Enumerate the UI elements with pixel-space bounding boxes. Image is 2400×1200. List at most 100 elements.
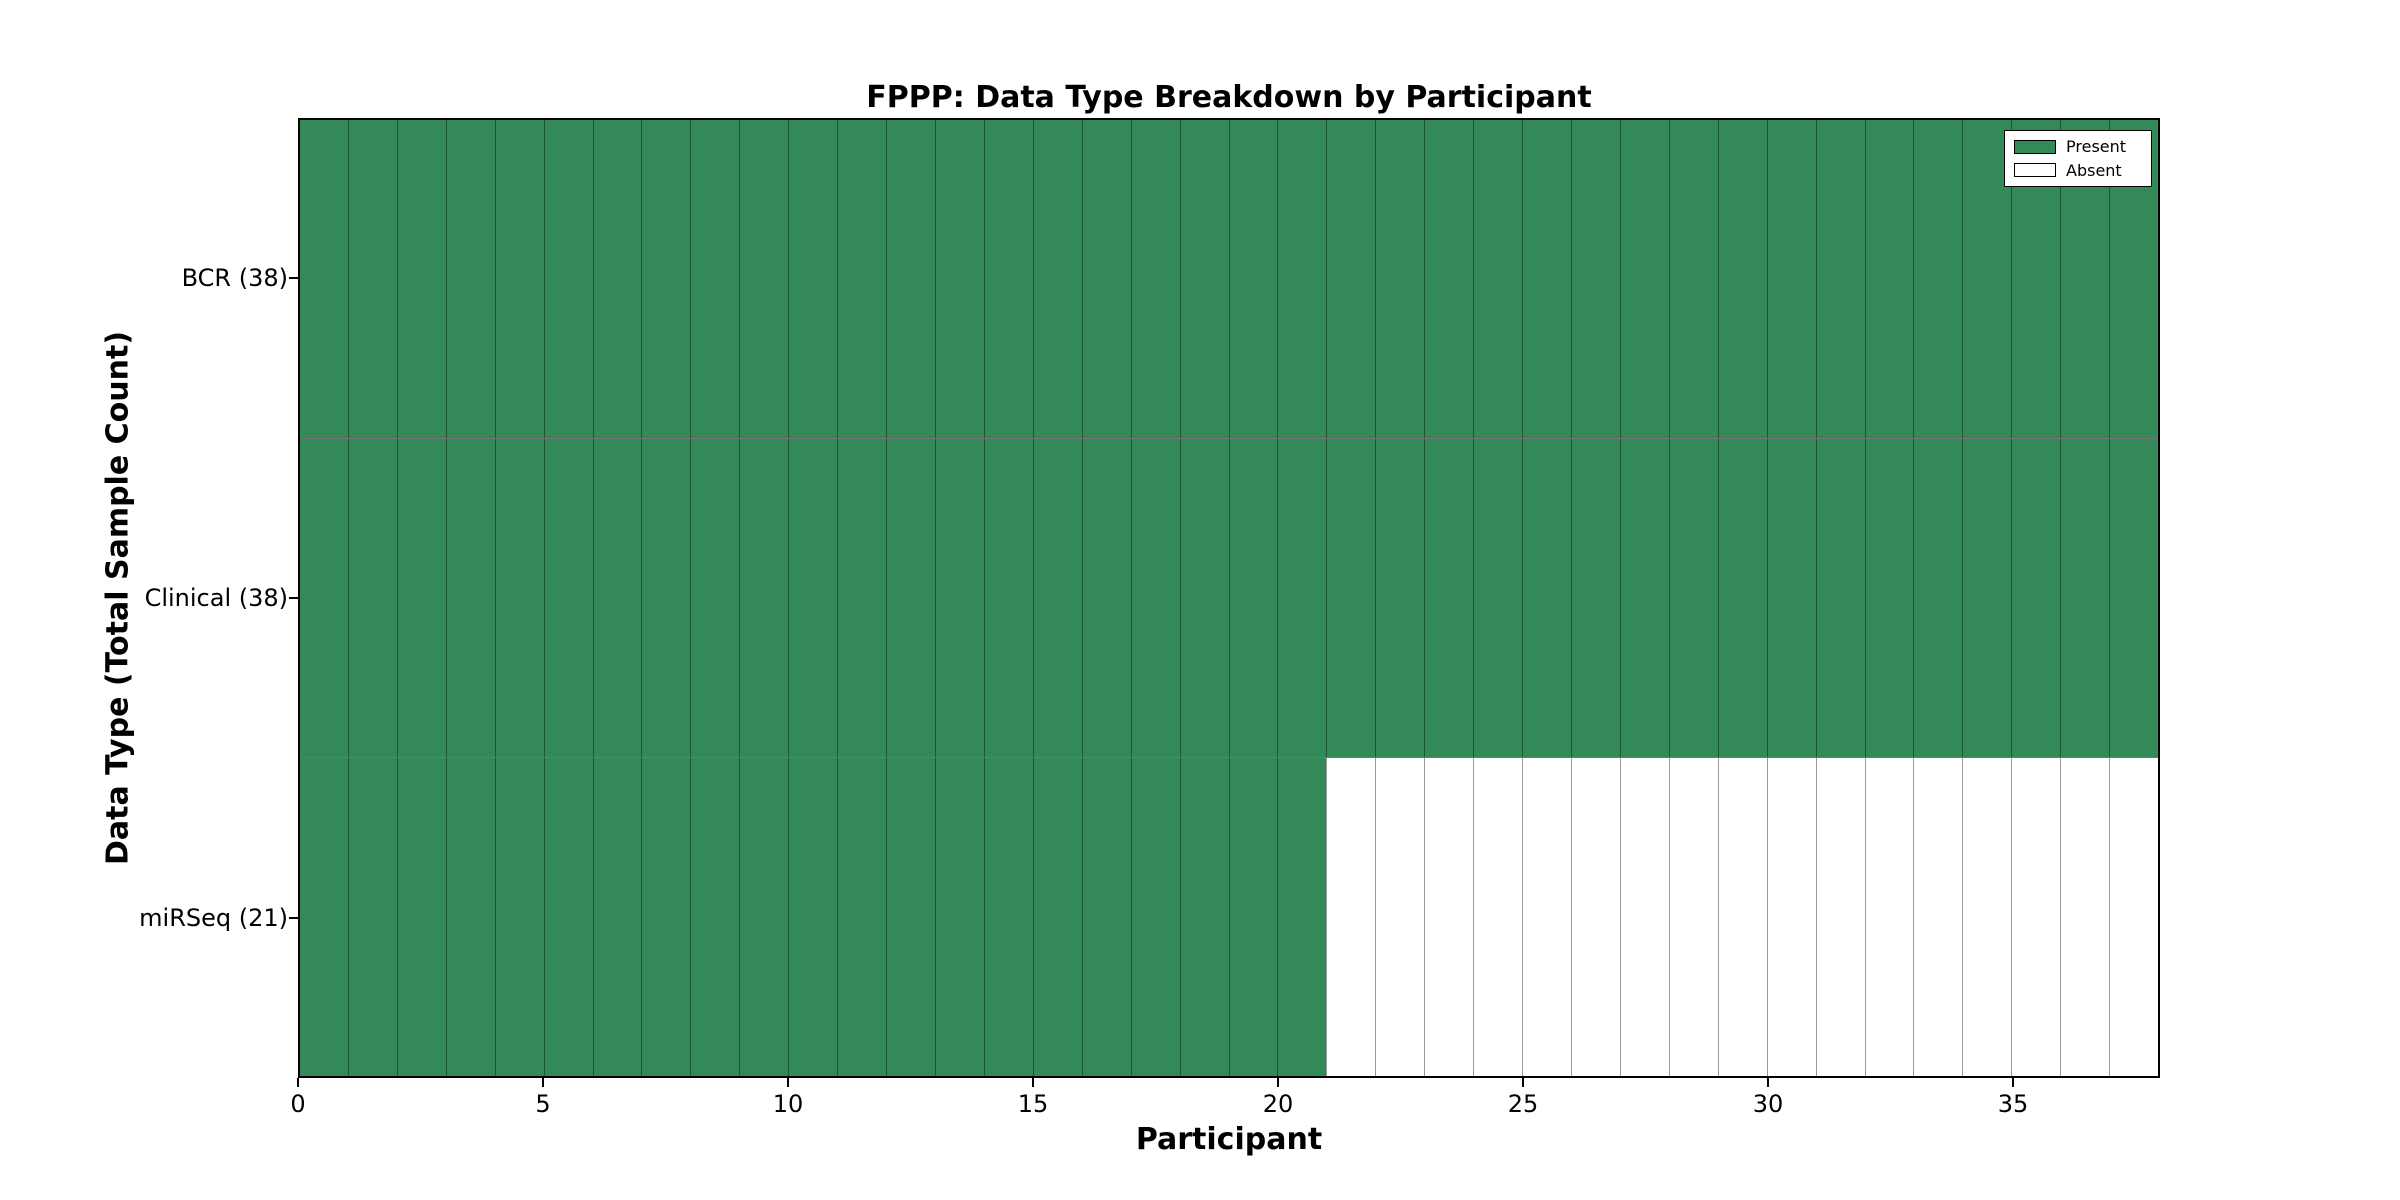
x-tick-label: 0 bbox=[290, 1090, 306, 1118]
x-tick-mark bbox=[542, 1078, 544, 1087]
heatmap-cell bbox=[886, 120, 935, 438]
chart-title: FPPP: Data Type Breakdown by Participant bbox=[866, 80, 1592, 115]
x-tick-mark bbox=[1767, 1078, 1769, 1087]
heatmap-cell bbox=[1228, 120, 1278, 438]
x-tick-label: 30 bbox=[1752, 1090, 1784, 1118]
heatmap-cell bbox=[2060, 439, 2110, 757]
heatmap-cell bbox=[1179, 758, 1229, 1076]
heatmap-cell bbox=[1130, 439, 1180, 757]
legend-swatch-icon bbox=[2014, 163, 2056, 178]
heatmap-cell bbox=[347, 120, 397, 438]
heatmap-cell bbox=[1619, 120, 1669, 438]
heatmap-cell bbox=[543, 758, 593, 1076]
legend-entry-present: Present bbox=[2014, 138, 2142, 156]
legend-entry-absent: Absent bbox=[2014, 161, 2142, 180]
heatmap-cell bbox=[347, 758, 397, 1076]
heatmap-cell bbox=[934, 120, 984, 438]
heatmap-cell bbox=[1375, 439, 1425, 757]
heatmap-cell bbox=[1326, 120, 1376, 438]
heatmap-cell bbox=[300, 120, 348, 438]
heatmap-cell bbox=[1424, 758, 1474, 1076]
heatmap-cell bbox=[1668, 439, 1718, 757]
heatmap-cell bbox=[837, 758, 887, 1076]
heatmap-cell bbox=[1962, 439, 2012, 757]
y-tick-label-BCR: BCR (38) bbox=[181, 264, 288, 292]
legend: Present Absent bbox=[2004, 130, 2152, 188]
legend-swatch-icon bbox=[2014, 139, 2056, 154]
x-tick-label: 25 bbox=[1507, 1090, 1539, 1118]
heatmap-cell bbox=[739, 439, 789, 757]
heatmap-cell bbox=[1570, 439, 1620, 757]
heatmap-cell bbox=[641, 120, 691, 438]
heatmap-cell bbox=[1081, 758, 1131, 1076]
heatmap-cell bbox=[1032, 439, 1082, 757]
heatmap-cell bbox=[739, 120, 789, 438]
heatmap-cell bbox=[934, 758, 984, 1076]
heatmap-cell bbox=[2011, 758, 2061, 1076]
heatmap-cell bbox=[1179, 439, 1229, 757]
heatmap-cell bbox=[1864, 120, 1914, 438]
heatmap-cell bbox=[1473, 439, 1523, 757]
heatmap-cell bbox=[396, 439, 446, 757]
heatmap-cell bbox=[1619, 439, 1669, 757]
heatmap-cell bbox=[494, 758, 544, 1076]
heatmap-cell bbox=[2060, 758, 2110, 1076]
heatmap-cell bbox=[300, 439, 348, 757]
heatmap-cell bbox=[494, 439, 544, 757]
heatmap-cell bbox=[1032, 120, 1082, 438]
heatmap-cell bbox=[1619, 758, 1669, 1076]
y-tick-label-Clinical: Clinical (38) bbox=[144, 584, 288, 612]
x-tick-label: 20 bbox=[1262, 1090, 1294, 1118]
heatmap-cell bbox=[1815, 758, 1865, 1076]
heatmap-cell bbox=[1522, 120, 1571, 438]
heatmap-cell bbox=[1766, 758, 1816, 1076]
heatmap-cell bbox=[1913, 758, 1963, 1076]
heatmap-cell bbox=[1668, 120, 1718, 438]
heatmap-cell bbox=[1570, 758, 1620, 1076]
heatmap-cell bbox=[494, 120, 544, 438]
x-tick-mark bbox=[2012, 1078, 2014, 1087]
heatmap-cell bbox=[1228, 439, 1278, 757]
heatmap-cell bbox=[1962, 120, 2012, 438]
heatmap-cell bbox=[1766, 120, 1816, 438]
heatmap-cell bbox=[592, 758, 642, 1076]
heatmap-cell bbox=[1570, 120, 1620, 438]
heatmap-row-Clinical bbox=[300, 439, 2159, 758]
heatmap-cell bbox=[1717, 439, 1767, 757]
x-tick-label: 15 bbox=[1017, 1090, 1049, 1118]
heatmap-cell bbox=[1473, 758, 1523, 1076]
heatmap-cell bbox=[1081, 120, 1131, 438]
heatmap-cell bbox=[1130, 758, 1180, 1076]
heatmap-cell bbox=[1277, 120, 1327, 438]
heatmap-cell bbox=[1424, 120, 1474, 438]
heatmap-cell bbox=[1864, 439, 1914, 757]
heatmap-cell bbox=[983, 439, 1033, 757]
heatmap-cell bbox=[1179, 120, 1229, 438]
heatmap-cell bbox=[592, 439, 642, 757]
heatmap-cell bbox=[983, 120, 1033, 438]
x-tick-label: 35 bbox=[1997, 1090, 2029, 1118]
heatmap-cell bbox=[1326, 758, 1376, 1076]
heatmap-cell bbox=[837, 120, 887, 438]
heatmap-cell bbox=[886, 439, 935, 757]
heatmap-cell bbox=[837, 439, 887, 757]
heatmap-cell bbox=[592, 120, 642, 438]
heatmap-cell bbox=[1032, 758, 1082, 1076]
heatmap-cell bbox=[300, 758, 348, 1076]
heatmap-cell bbox=[445, 120, 495, 438]
heatmap-cell bbox=[690, 439, 740, 757]
x-tick-label: 10 bbox=[772, 1090, 804, 1118]
y-tick-label-miRSeq: miRSeq (21) bbox=[139, 904, 288, 932]
heatmap-cell bbox=[1375, 120, 1425, 438]
heatmap-cell bbox=[543, 439, 593, 757]
heatmap-cell bbox=[445, 758, 495, 1076]
heatmap-cell bbox=[2109, 439, 2159, 757]
heatmap-cell bbox=[1081, 439, 1131, 757]
heatmap-cell bbox=[1815, 439, 1865, 757]
heatmap-row-miRSeq bbox=[300, 758, 2159, 1076]
x-tick-mark bbox=[297, 1078, 299, 1087]
y-tick-mark bbox=[289, 597, 298, 599]
x-axis-label: Participant bbox=[1135, 1122, 1323, 1157]
heatmap-cell bbox=[1815, 120, 1865, 438]
heatmap-cell bbox=[1766, 439, 1816, 757]
